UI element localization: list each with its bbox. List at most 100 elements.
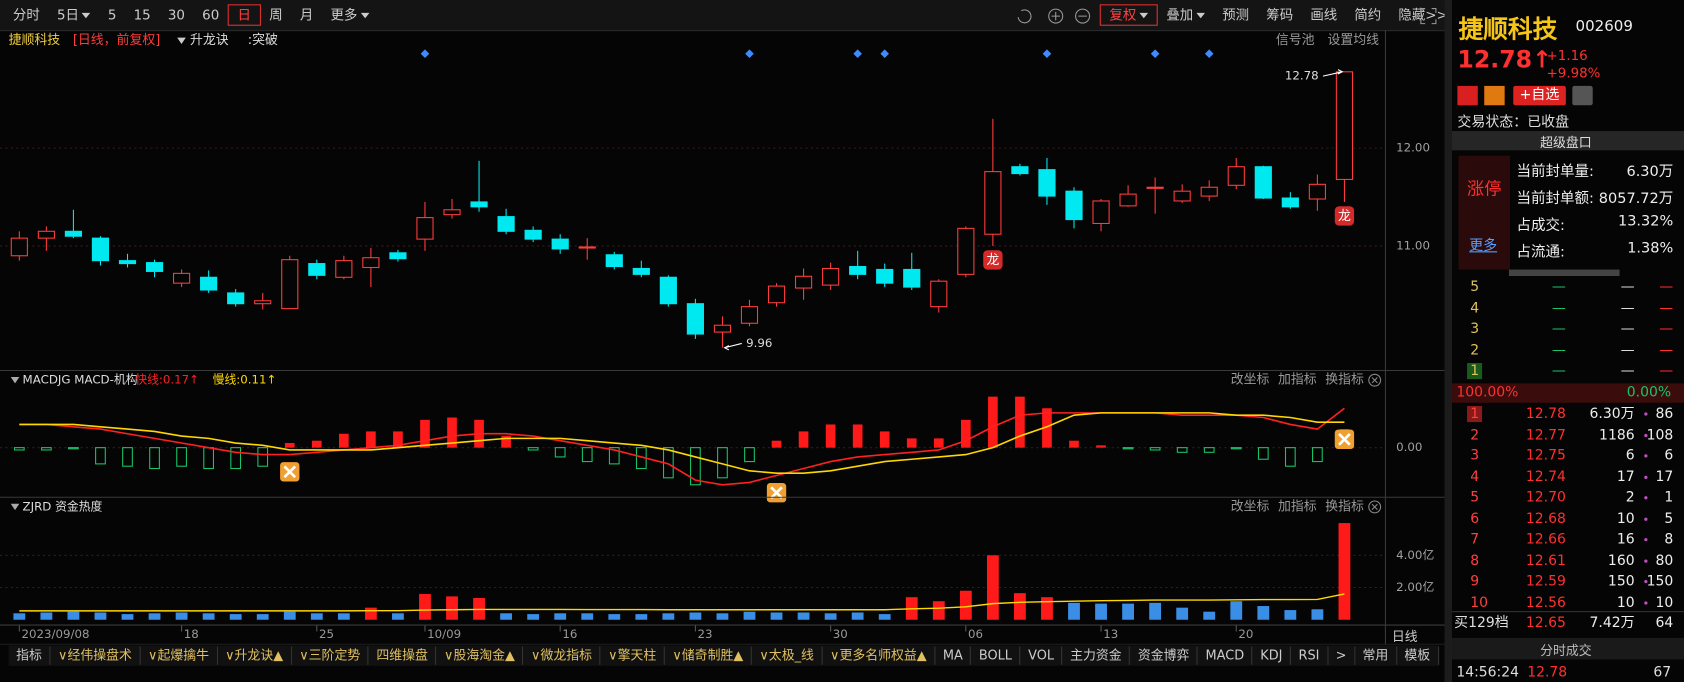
heat-bar xyxy=(689,612,702,620)
macd-bar xyxy=(13,447,25,451)
period-button[interactable]: 分时 xyxy=(12,6,40,23)
indicator-tab[interactable]: ∨升龙诀▲ xyxy=(218,646,292,665)
zoom-out-icon[interactable] xyxy=(1075,8,1091,24)
more-link[interactable]: 更多 xyxy=(1469,238,1498,255)
order-cell: — xyxy=(1620,342,1635,359)
signal-name: :突破 xyxy=(247,32,278,48)
tool-button[interactable]: 预测 xyxy=(1222,6,1250,23)
order-cell: — xyxy=(1659,363,1674,380)
candle-body xyxy=(903,268,921,288)
indicator-tab[interactable]: ∨太极_线 xyxy=(752,646,823,665)
x-tick-label: 18 xyxy=(184,627,199,641)
indicator-tab[interactable]: ∨擎天柱 xyxy=(601,646,665,665)
order-row: 4 12.74 17 17 xyxy=(1452,467,1684,487)
macd-bar xyxy=(554,447,566,458)
macd-bar xyxy=(690,447,701,486)
tool-button[interactable]: 复权 xyxy=(1099,4,1158,26)
panel-tool[interactable]: 加指标 xyxy=(1278,499,1317,514)
order-cell: 12.61 xyxy=(1525,552,1566,569)
tool-button[interactable]: 简约 xyxy=(1354,6,1382,23)
order-cell: 10 xyxy=(1655,594,1674,611)
candle-body xyxy=(984,171,1002,235)
period-button[interactable]: 周 xyxy=(269,6,283,23)
order-cell: 10 xyxy=(1616,510,1635,527)
indicator-tab[interactable]: MACD xyxy=(1198,646,1253,665)
period-button[interactable]: 30 xyxy=(167,6,185,23)
order-dot xyxy=(1644,559,1648,563)
indicator-tab[interactable]: MA xyxy=(935,646,972,665)
order-dot xyxy=(1644,496,1648,500)
legend-entry: 慢线:0.11↑ xyxy=(213,373,277,387)
period-button[interactable]: 更多 xyxy=(322,4,378,25)
order-cell: 108 xyxy=(1646,426,1674,444)
period-button[interactable]: 月 xyxy=(299,6,314,23)
panel-tool[interactable]: 换指标 xyxy=(1325,499,1364,514)
indicator-tab[interactable]: ∨更多名师权益▲ xyxy=(823,646,936,665)
panel-tool[interactable]: 加指标 xyxy=(1278,373,1317,388)
macd-bar xyxy=(852,424,863,448)
indicator-tab[interactable]: ∨起爆擒牛 xyxy=(140,646,218,665)
indicator-tab[interactable]: ∨股海淘金▲ xyxy=(437,646,524,665)
panel-tool[interactable]: 改坐标 xyxy=(1231,499,1270,514)
candle-body xyxy=(1146,186,1164,189)
heat-bar xyxy=(1230,601,1243,620)
macd-bar xyxy=(798,431,809,448)
x-tick-label: 20 xyxy=(1238,627,1253,641)
cross-icon xyxy=(283,465,297,479)
order-cell: 150 xyxy=(1607,573,1635,590)
indicator-tab[interactable]: VOL xyxy=(1021,646,1063,665)
indicator-tab[interactable]: 主力资金 xyxy=(1063,646,1131,665)
indicator-tab[interactable]: ∨经伟操盘术 xyxy=(50,646,141,665)
order-cell: 12.77 xyxy=(1525,426,1566,444)
period-button[interactable]: 15 xyxy=(133,6,151,23)
period-button[interactable]: 60 xyxy=(202,6,220,23)
indicator-tab[interactable]: ∨微龙指标 xyxy=(524,646,601,665)
tool-button[interactable]: 画线 xyxy=(1310,6,1338,23)
summary-bg xyxy=(1452,611,1684,634)
undo-icon[interactable] xyxy=(1017,9,1032,24)
candle-body xyxy=(227,292,245,305)
heat-bar xyxy=(392,613,404,620)
panel-tool[interactable]: 换指标 xyxy=(1325,373,1364,388)
macd-bar xyxy=(825,424,836,448)
fullscreen-icon[interactable] xyxy=(1420,8,1437,25)
indicator-tab[interactable]: ∨储奇制胜▲ xyxy=(665,646,752,665)
level-box xyxy=(1467,405,1483,423)
indicator-tab[interactable]: 常用 xyxy=(1355,646,1397,665)
indicator-tab[interactable]: BOLL xyxy=(971,646,1021,665)
indicator-tab[interactable]: RSI xyxy=(1291,646,1329,665)
order-row: 2 12.77 1186 108 xyxy=(1452,425,1684,445)
watch-button[interactable]: +自选 xyxy=(1513,85,1566,106)
indicator-tab[interactable]: 指标 xyxy=(9,646,51,665)
alert-button[interactable] xyxy=(1572,85,1593,106)
order-cell: 12.56 xyxy=(1525,594,1566,611)
indicator-tab[interactable]: ∨三阶定势 xyxy=(292,646,369,665)
order-row: 3 — — — xyxy=(1452,319,1684,339)
order-cell: 12.65 xyxy=(1525,615,1566,632)
scrollbar[interactable] xyxy=(1444,0,1453,682)
macd-bar xyxy=(988,396,998,448)
macd-bar xyxy=(1176,447,1188,453)
indicator-tab[interactable]: KDJ xyxy=(1253,646,1292,665)
indicator-tab[interactable]: > xyxy=(1328,646,1355,665)
period-button[interactable]: 5日 xyxy=(48,4,99,25)
slider[interactable] xyxy=(1508,269,1620,277)
tool-button[interactable]: 筹码 xyxy=(1266,6,1294,23)
period-button[interactable]: 5 xyxy=(107,6,117,23)
candle-body xyxy=(37,230,55,239)
indicator-name[interactable]: 升龙诀 xyxy=(189,32,229,48)
macd-bar xyxy=(1257,447,1269,460)
zoom-in-icon[interactable] xyxy=(1048,8,1064,24)
indicator-tab[interactable]: 四维操盘 xyxy=(369,646,437,665)
indicator-tab[interactable]: 资金博弈 xyxy=(1130,646,1198,665)
order-row: 买129档 12.65 7.42万 64 xyxy=(1452,613,1684,633)
info-link[interactable]: 设置均线 xyxy=(1327,32,1380,48)
tool-button[interactable]: 叠加 xyxy=(1158,4,1214,25)
macd-bar xyxy=(149,447,160,470)
indicator-tab[interactable]: 模板 xyxy=(1397,646,1439,665)
panel-tool[interactable]: 改坐标 xyxy=(1231,373,1270,388)
order-cell: — xyxy=(1659,321,1674,338)
order-cell: 6 xyxy=(1625,447,1635,464)
period-button[interactable]: 日 xyxy=(227,4,261,26)
info-link[interactable]: 信号池 xyxy=(1275,32,1315,48)
